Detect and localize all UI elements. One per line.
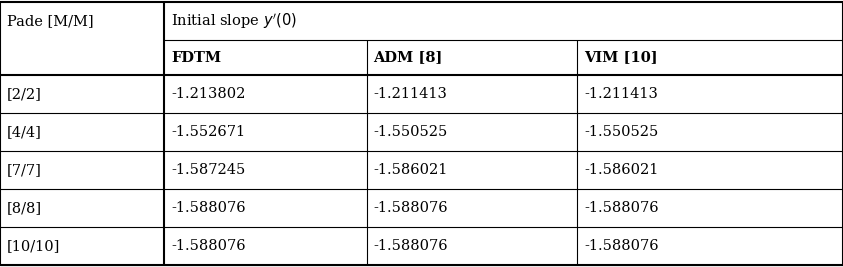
- Text: Initial slope $y'(0)$: Initial slope $y'(0)$: [171, 11, 298, 31]
- Text: ADM [8]: ADM [8]: [373, 50, 443, 65]
- Text: [8/8]: [8/8]: [7, 201, 42, 215]
- Text: [10/10]: [10/10]: [7, 239, 60, 253]
- Text: -1.588076: -1.588076: [171, 201, 246, 215]
- Text: -1.586021: -1.586021: [584, 163, 658, 177]
- Text: -1.588076: -1.588076: [373, 201, 448, 215]
- Text: -1.211413: -1.211413: [373, 87, 448, 101]
- Text: -1.552671: -1.552671: [171, 125, 245, 139]
- Text: [2/2]: [2/2]: [7, 87, 41, 101]
- Text: [4/4]: [4/4]: [7, 125, 41, 139]
- Text: VIM [10]: VIM [10]: [584, 50, 658, 65]
- Text: -1.588076: -1.588076: [584, 239, 659, 253]
- Text: -1.587245: -1.587245: [171, 163, 245, 177]
- Text: [7/7]: [7/7]: [7, 163, 41, 177]
- Text: -1.550525: -1.550525: [373, 125, 448, 139]
- Text: -1.213802: -1.213802: [171, 87, 245, 101]
- Text: -1.588076: -1.588076: [584, 201, 659, 215]
- Text: -1.211413: -1.211413: [584, 87, 658, 101]
- Text: -1.588076: -1.588076: [171, 239, 246, 253]
- Text: -1.588076: -1.588076: [373, 239, 448, 253]
- Text: -1.550525: -1.550525: [584, 125, 658, 139]
- Text: -1.586021: -1.586021: [373, 163, 448, 177]
- Text: Pade [M/M]: Pade [M/M]: [7, 14, 94, 28]
- Text: FDTM: FDTM: [171, 50, 221, 65]
